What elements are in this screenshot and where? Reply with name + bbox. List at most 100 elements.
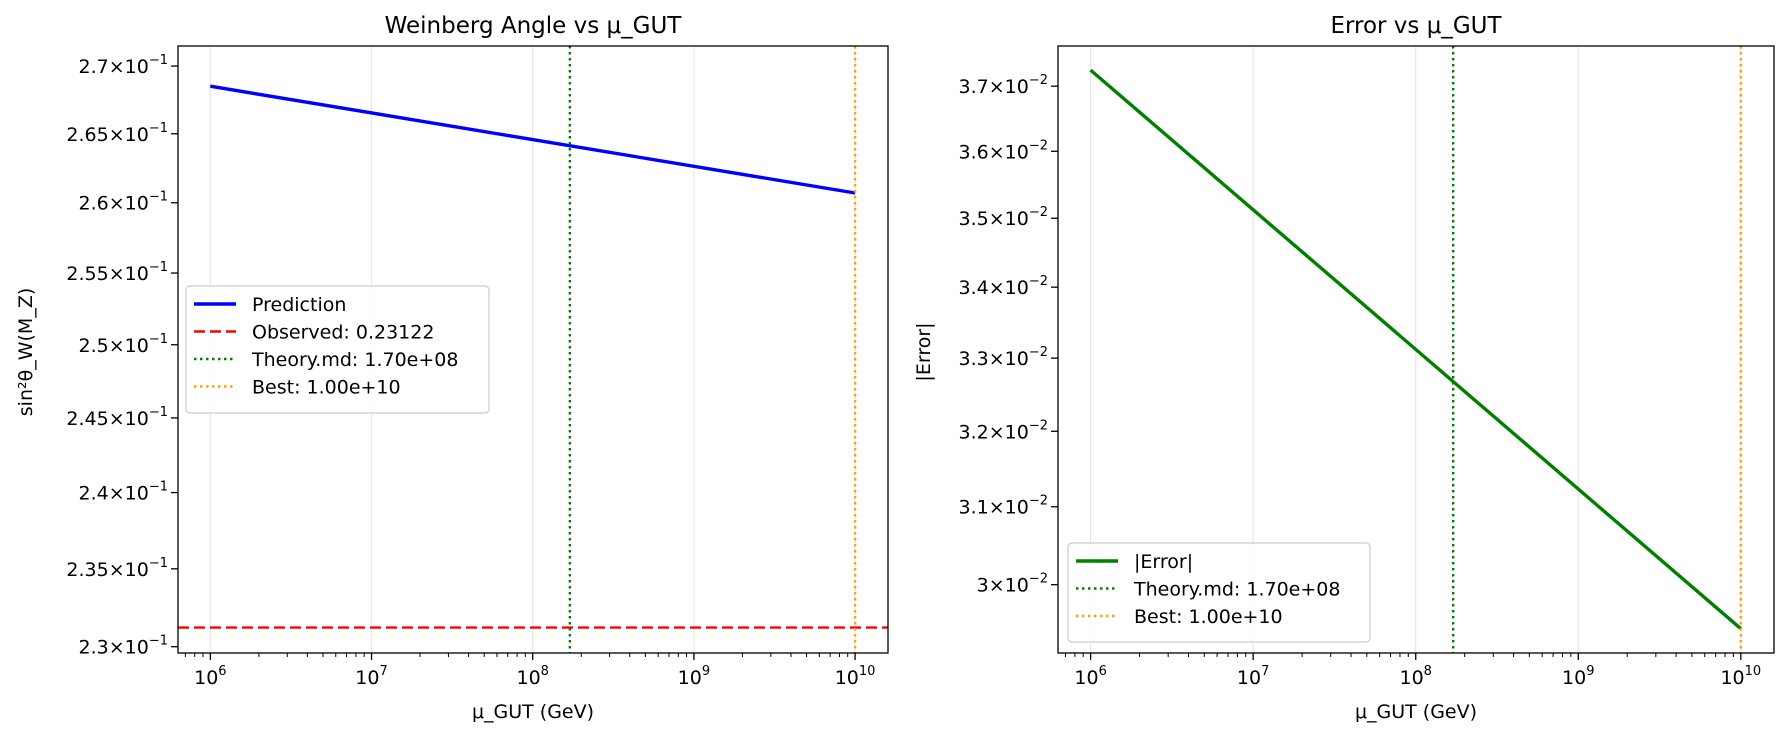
- right-x-tick-base: 10: [1562, 667, 1586, 689]
- right-chart-xlabel: μ_GUT (GeV): [1355, 701, 1477, 723]
- left-y-tick-exp: −1: [149, 121, 168, 136]
- left-y-tick-label: 2.7×10−1: [79, 53, 169, 78]
- left-y-tick-times: ×10: [109, 193, 149, 215]
- left-y-tick-label: 2.65×10−1: [66, 121, 168, 146]
- left-y-tick-mantissa: 2.4: [79, 483, 109, 505]
- right-y-tick-label: 3.5×10−2: [959, 205, 1049, 230]
- left-y-tick-mantissa: 2.6: [79, 193, 109, 215]
- left-y-tick-label: 2.5×10−1: [79, 332, 169, 357]
- left-y-tick-times: ×10: [109, 483, 149, 505]
- left-y-tick-times: ×10: [109, 124, 149, 146]
- left-y-tick-label: 2.4×10−1: [79, 480, 169, 505]
- right-y-tick-mantissa: 3.4: [959, 277, 989, 299]
- right-x-tick-base: 10: [1074, 667, 1098, 689]
- right-y-tick-times: ×10: [989, 497, 1029, 519]
- right-y-tick-times: ×10: [989, 421, 1029, 443]
- right-y-tick-label: 3×10−2: [977, 572, 1048, 597]
- left-y-tick-times: ×10: [109, 559, 149, 581]
- right-chart-plot-area: 106 107 108 109 10103.7×10−23.6×10−23.5×10−2…: [959, 45, 1775, 689]
- right-legend-label: Theory.md: 1.70e+08: [1133, 579, 1340, 601]
- right-x-tick-exp: 6: [1099, 664, 1107, 679]
- right-x-tick-base: 10: [1399, 667, 1423, 689]
- left-legend-frame: [185, 285, 490, 414]
- left-legend-label: Theory.md: 1.70e+08: [251, 349, 458, 371]
- right-y-tick-label: 3.4×10−2: [959, 274, 1049, 299]
- left-y-tick-mantissa: 2.35: [66, 559, 108, 581]
- left-series-line: [210, 84, 856, 195]
- right-y-tick-exp: −2: [1029, 494, 1048, 509]
- left-x-tick-exp: 9: [702, 664, 710, 679]
- left-x-tick-base: 10: [835, 667, 859, 689]
- left-y-tick-exp: −1: [149, 260, 168, 275]
- left-y-tick-mantissa: 2.65: [66, 124, 108, 146]
- left-x-tick-label: 107: [355, 664, 387, 689]
- right-y-tick-mantissa: 3.3: [959, 348, 989, 370]
- left-chart-plot-area: 106 107 108 109 10102.7×10−12.65×10−12.6×10−…: [66, 45, 889, 689]
- right-y-tick-times: ×10: [989, 348, 1029, 370]
- left-legend-label: Observed: 0.23122: [252, 322, 434, 344]
- left-y-tick-times: ×10: [109, 408, 149, 430]
- right-y-tick-exp: −2: [1029, 274, 1048, 289]
- left-x-tick-label: 108: [516, 664, 548, 689]
- right-legend: |Error| Theory.md: 1.70e+08 Best: 1.00e+10: [1067, 542, 1371, 643]
- left-chart-ylabel: sin²θ_W(M_Z): [15, 288, 37, 416]
- left-y-tick-exp: −1: [149, 190, 168, 205]
- left-x-tick-exp: 10: [859, 664, 876, 679]
- left-y-tick-label: 2.6×10−1: [79, 190, 169, 215]
- left-y-tick-exp: −1: [149, 332, 168, 347]
- left-y-tick-mantissa: 2.55: [66, 263, 108, 285]
- right-y-tick-times: ×10: [989, 575, 1029, 597]
- right-x-tick-base: 10: [1237, 667, 1261, 689]
- left-chart-title: Weinberg Angle vs μ_GUT: [385, 13, 683, 39]
- right-y-tick-exp: −2: [1029, 73, 1048, 88]
- left-x-tick-exp: 7: [379, 664, 387, 679]
- right-x-tick-exp: 8: [1424, 664, 1432, 679]
- right-y-tick-exp: −2: [1029, 345, 1048, 360]
- left-y-tick-label: 2.35×10−1: [66, 556, 168, 581]
- left-y-tick-mantissa: 2.3: [79, 637, 109, 659]
- left-y-tick-mantissa: 2.5: [79, 335, 109, 357]
- left-x-tick-base: 10: [678, 667, 702, 689]
- right-y-tick-times: ×10: [989, 76, 1029, 98]
- right-x-tick-label: 1010: [1720, 664, 1761, 689]
- right-y-tick-times: ×10: [989, 141, 1029, 163]
- left-x-tick-label: 109: [678, 664, 710, 689]
- left-y-tick-times: ×10: [109, 263, 149, 285]
- left-x-tick-label: 106: [194, 664, 226, 689]
- left-y-tick-times: ×10: [109, 335, 149, 357]
- left-y-tick-exp: −1: [149, 405, 168, 420]
- right-y-tick-label: 3.2×10−2: [959, 418, 1049, 443]
- right-x-tick-exp: 10: [1745, 664, 1762, 679]
- left-chart-xlabel: μ_GUT (GeV): [472, 701, 594, 723]
- left-x-tick-base: 10: [194, 667, 218, 689]
- left-legend-label: Prediction: [252, 294, 346, 316]
- right-y-tick-exp: −2: [1029, 572, 1048, 587]
- right-y-tick-exp: −2: [1029, 205, 1048, 220]
- right-legend-label: |Error|: [1134, 551, 1193, 573]
- left-x-tick-base: 10: [355, 667, 379, 689]
- right-y-tick-mantissa: 3: [977, 575, 989, 597]
- left-y-tick-exp: −1: [149, 53, 168, 68]
- right-x-tick-base: 10: [1720, 667, 1744, 689]
- left-y-tick-times: ×10: [109, 56, 149, 78]
- left-x-tick-label: 1010: [835, 664, 876, 689]
- right-y-tick-times: ×10: [989, 208, 1029, 230]
- left-y-tick-mantissa: 2.45: [66, 408, 108, 430]
- left-x-tick-base: 10: [516, 667, 540, 689]
- right-chart-panel: Error vs μ_GUT μ_GUT (GeV) |Error| 106 10…: [913, 13, 1775, 723]
- right-legend-frame: [1067, 542, 1371, 643]
- right-x-tick-exp: 7: [1261, 664, 1269, 679]
- left-y-tick-exp: −1: [149, 556, 168, 571]
- right-x-tick-label: 107: [1237, 664, 1269, 689]
- left-y-tick-label: 2.45×10−1: [66, 405, 168, 430]
- right-y-tick-mantissa: 3.6: [959, 141, 989, 163]
- left-x-tick-exp: 8: [541, 664, 549, 679]
- right-x-tick-label: 109: [1562, 664, 1594, 689]
- right-y-tick-times: ×10: [989, 277, 1029, 299]
- right-y-tick-label: 3.3×10−2: [959, 345, 1049, 370]
- left-legend: Prediction Observed: 0.23122 Theory.md: 1.…: [185, 285, 490, 414]
- left-legend-label: Best: 1.00e+10: [252, 377, 401, 399]
- left-y-tick-times: ×10: [109, 637, 149, 659]
- right-y-tick-label: 3.7×10−2: [959, 73, 1049, 98]
